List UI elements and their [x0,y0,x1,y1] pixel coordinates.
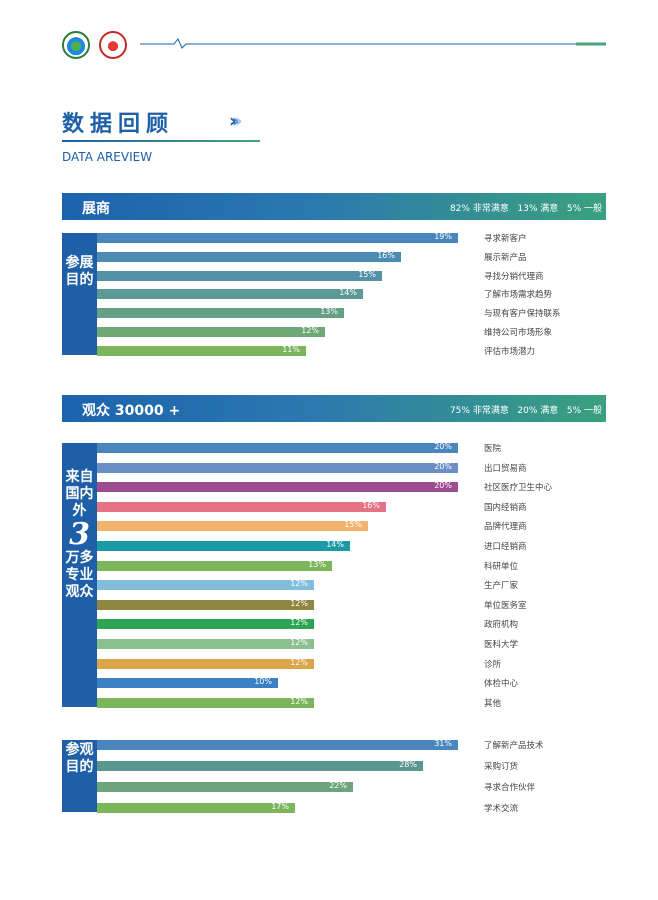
category-label: 科研单位 [484,562,519,572]
chevrons-icon: ››› [229,110,242,132]
bar-1-10: 12% [97,638,314,649]
bar-value-label: 11% [282,345,300,354]
logo-left-icon [62,31,90,59]
bar-1-13: 12% [97,697,314,708]
bar-0-1: 16% [97,251,401,262]
exhibitor-side-label: 参展目的 [62,233,97,355]
category-label: 寻求新客户 [484,234,527,244]
bar-value-label: 12% [290,697,308,706]
bar-1-4: 15% [97,520,368,531]
exhibitor-satisfaction: 82% 非常满意 13% 满意 5% 一般 [449,204,602,214]
logo-right-icon [99,31,127,59]
bar-value-label: 12% [290,658,308,667]
bar-0-4: 13% [97,307,344,318]
bar-value-label: 16% [377,251,395,260]
bar-1-11: 12% [97,658,314,669]
title-underline [62,140,260,142]
bar-1-3: 16% [97,501,386,512]
category-label: 社区医疗卫生中心 [484,483,553,493]
category-label: 品牌代理商 [484,522,527,532]
visitor-band: 观众 30000 + 75% 非常满意 20% 满意 5% 一般 [62,395,606,422]
bar-1-8: 12% [97,599,314,610]
bar-value-label: 28% [399,760,417,769]
category-label: 寻找分销代理商 [484,272,544,282]
category-label: 体检中心 [484,679,519,689]
bar-value-label: 13% [320,307,338,316]
bar-1-6: 13% [97,560,332,571]
bar-value-label: 20% [434,442,452,451]
category-label: 了解新产品技术 [484,741,544,751]
bar-1-7: 12% [97,579,314,590]
exhibitor-band: 展商 82% 非常满意 13% 满意 5% 一般 [62,193,606,220]
bar-1-1: 20% [97,462,458,473]
bar-0-2: 15% [97,270,382,281]
bar-value-label: 16% [362,501,380,510]
bar-value-label: 14% [326,540,344,549]
category-label: 国内经销商 [484,503,527,513]
bar-value-label: 20% [434,481,452,490]
category-label: 维持公司市场形象 [484,328,553,338]
category-label: 其他 [484,699,502,709]
visitor-purpose-side-label: 参观目的 [62,740,97,812]
category-label: 单位医务室 [484,601,527,611]
bar-1-2: 20% [97,481,458,492]
category-label: 政府机构 [484,620,519,630]
bar-1-5: 14% [97,540,350,551]
bar-value-label: 10% [254,677,272,686]
bar-2-2: 22% [97,781,353,792]
bar-value-label: 12% [290,599,308,608]
bar-value-label: 12% [290,638,308,647]
bar-value-label: 15% [358,270,376,279]
bar-value-label: 22% [329,781,347,790]
category-label: 生产厂家 [484,581,519,591]
bar-0-5: 12% [97,326,325,337]
bar-1-0: 20% [97,442,458,453]
category-label: 评估市场潜力 [484,347,536,357]
category-label: 学术交流 [484,804,519,814]
category-label: 医院 [484,444,502,454]
bar-1-12: 10% [97,677,278,688]
category-label: 了解市场需求趋势 [484,290,553,300]
category-label: 出口贸易商 [484,464,527,474]
header-accent-line [140,38,606,49]
bar-value-label: 14% [339,288,357,297]
bar-0-0: 19% [97,232,458,243]
bar-value-label: 17% [271,802,289,811]
category-label: 诊所 [484,660,502,670]
visitor-side-label: 来自国内外 3 万多专业观众 [62,443,97,707]
bar-0-3: 14% [97,288,363,299]
visitor-count-numeral: 3 [69,517,90,552]
bar-2-0: 31% [97,739,458,750]
bar-value-label: 20% [434,462,452,471]
bar-2-1: 28% [97,760,423,771]
bar-1-9: 12% [97,618,314,629]
bar-value-label: 12% [290,618,308,627]
bar-value-label: 13% [308,560,326,569]
category-label: 采购订货 [484,762,519,772]
visitor-satisfaction: 75% 非常满意 20% 满意 5% 一般 [449,406,602,416]
visitor-band-title: 观众 30000 + [82,403,181,419]
page-subtitle: DATA AREVIEW [62,150,153,164]
bar-value-label: 19% [434,232,452,241]
bar-0-6: 11% [97,345,306,356]
bar-2-3: 17% [97,802,295,813]
category-label: 医科大学 [484,640,519,650]
bar-value-label: 15% [344,520,362,529]
bar-value-label: 31% [434,739,452,748]
bar-value-label: 12% [301,326,319,335]
bar-value-label: 12% [290,579,308,588]
category-label: 与现有客户保持联系 [484,309,561,319]
page-title: 数据回顾 [62,112,175,137]
category-label: 寻求合作伙伴 [484,783,536,793]
category-label: 进口经销商 [484,542,527,552]
category-label: 展示新产品 [484,253,527,263]
exhibitor-band-title: 展商 [82,201,110,217]
